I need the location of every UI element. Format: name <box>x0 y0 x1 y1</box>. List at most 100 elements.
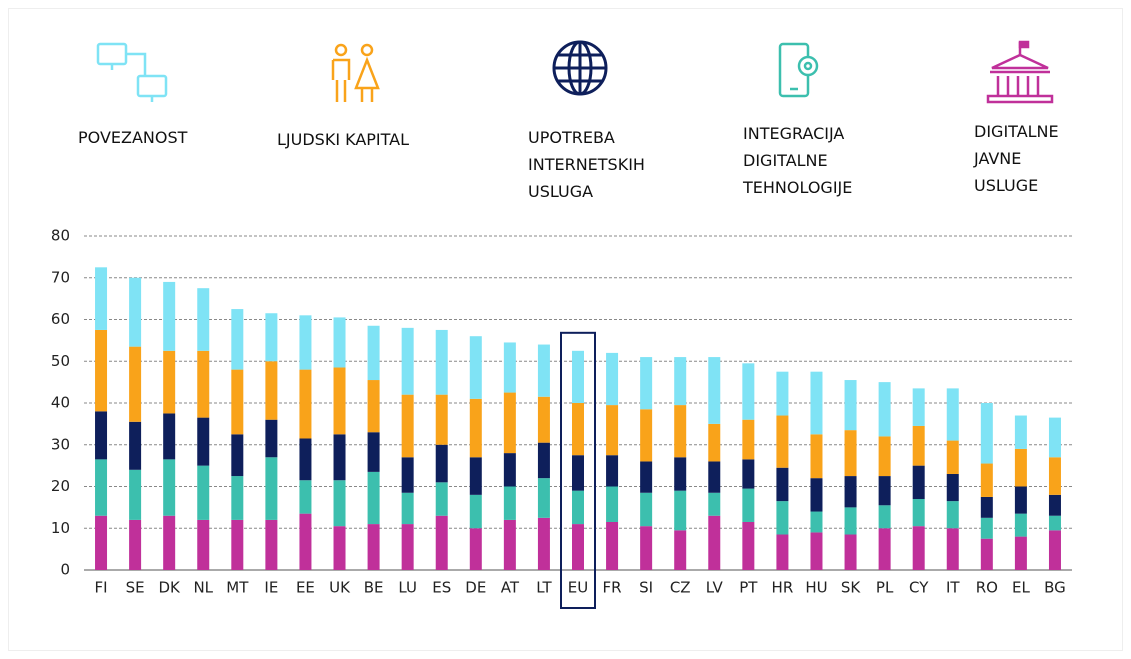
bar-segment <box>367 524 380 570</box>
bar-segment <box>980 463 993 497</box>
bar-segment <box>435 482 448 516</box>
bar-segment <box>742 363 755 420</box>
bar-segment <box>674 457 687 491</box>
bar-segment <box>435 444 448 483</box>
y-tick-label: 80 <box>51 227 70 245</box>
bar-segment <box>572 403 584 456</box>
x-tick-label: BE <box>364 579 384 597</box>
x-tick-label: UK <box>329 579 351 597</box>
bar-segment <box>980 517 993 539</box>
bar-segment <box>1048 530 1061 570</box>
icon-integration <box>778 42 819 98</box>
x-tick-label: RO <box>976 579 998 597</box>
bar-segment <box>469 336 482 399</box>
bar-segment <box>980 403 993 464</box>
bar-segment <box>503 342 516 393</box>
bar-segment <box>606 521 619 570</box>
bar-segment <box>401 327 414 395</box>
icon-connectivity <box>96 42 168 102</box>
y-tick-label: 40 <box>51 394 70 412</box>
icon-internet <box>552 40 608 96</box>
bar-segment <box>1048 417 1061 458</box>
bar-segment <box>912 425 925 466</box>
bar-segment <box>163 413 176 460</box>
bar-segment <box>980 538 993 570</box>
bar-segment <box>367 380 380 433</box>
bar-segment <box>163 281 176 351</box>
bar-segment <box>537 478 550 518</box>
bar-segment <box>265 457 278 520</box>
bar-segment <box>231 476 244 520</box>
x-tick-label: FR <box>603 579 622 597</box>
bar-segment <box>503 453 516 487</box>
bar-segment <box>333 434 346 481</box>
bar-segment <box>1048 457 1061 495</box>
bar-segment <box>810 434 823 479</box>
bar-segment <box>197 519 210 570</box>
bar-segment <box>742 419 755 460</box>
bar-segment <box>299 438 312 481</box>
bar-segment <box>197 417 210 466</box>
x-tick-label: PL <box>876 579 894 597</box>
bar-segment <box>129 519 142 570</box>
bar-segment <box>265 361 278 420</box>
bar-segment <box>878 528 891 570</box>
bar-segment <box>708 515 721 570</box>
y-tick-label: 0 <box>60 561 70 579</box>
bar-segment <box>129 277 142 347</box>
x-tick-label: SK <box>841 579 862 597</box>
bar-segment <box>912 465 925 500</box>
x-tick-label: LT <box>536 579 552 597</box>
bar-segment <box>299 480 312 514</box>
bar-segment <box>844 476 857 508</box>
x-tick-label: PT <box>739 579 758 597</box>
legend-label: INTEGRACIJA DIGITALNE TEHNOLOGIJE <box>743 124 853 197</box>
x-tick-label: BG <box>1044 579 1066 597</box>
bar-segment <box>1048 494 1061 516</box>
bar-segment <box>844 507 857 535</box>
bar-segment <box>640 409 653 462</box>
x-tick-label: LU <box>398 579 417 597</box>
bar-segment <box>606 352 619 406</box>
bar-segment <box>810 478 823 512</box>
bar-segment <box>810 371 823 435</box>
x-tick-label: FI <box>95 579 108 597</box>
x-tick-label: MT <box>226 579 249 597</box>
bar-segment <box>163 350 176 414</box>
bar-segment <box>367 471 380 525</box>
bar-segment <box>708 461 721 493</box>
bar-segment <box>129 421 142 470</box>
bar-segment <box>333 480 346 527</box>
bar-segment <box>265 419 278 458</box>
frame <box>8 8 1123 651</box>
bar-segment <box>1014 448 1027 487</box>
bar-segment <box>95 329 108 412</box>
bar-segment <box>435 329 448 395</box>
bar-segment <box>469 457 482 495</box>
bar-segment <box>95 515 108 570</box>
bar-segment <box>674 405 687 458</box>
bar-segment <box>776 534 789 570</box>
bar-segment <box>572 524 584 570</box>
x-tick-label: CZ <box>670 579 691 597</box>
legend-label: POVEZANOST <box>78 128 188 147</box>
bar-segment <box>299 369 312 439</box>
bar-segment <box>1014 536 1027 570</box>
bar-segment <box>95 459 108 516</box>
icon-public-services <box>986 40 1054 104</box>
x-tick-label: SE <box>126 579 145 597</box>
bar-segment <box>231 519 244 570</box>
bar-segment <box>810 532 823 570</box>
bar-segment <box>674 490 687 531</box>
bar-segment <box>674 530 687 570</box>
x-tick-label: IT <box>946 579 960 597</box>
bar-segment <box>503 486 516 520</box>
bar-segment <box>878 382 891 437</box>
bar-segment <box>1014 513 1027 537</box>
bar-segment <box>401 394 414 458</box>
bar-segment <box>742 521 755 570</box>
bar-segment <box>469 528 482 570</box>
legend-label: LJUDSKI KAPITAL <box>277 130 410 149</box>
x-tick-label: EU <box>568 579 588 597</box>
